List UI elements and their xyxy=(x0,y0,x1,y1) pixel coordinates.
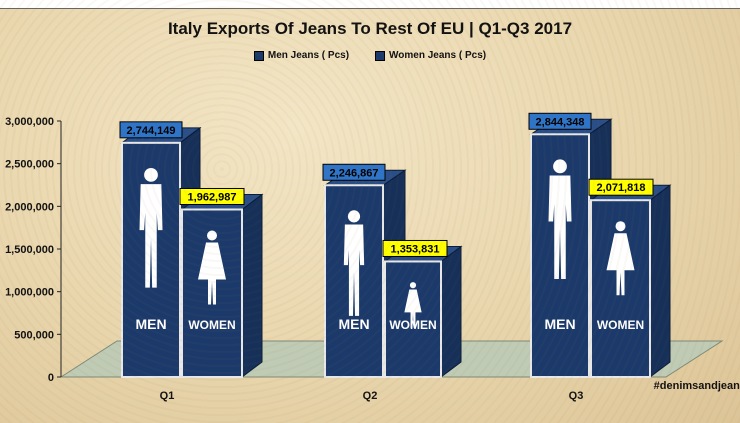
legend-item-women: Women Jeans ( Pcs) xyxy=(375,50,486,61)
woman-icon-head xyxy=(615,221,626,232)
value-label: 2,744,149 xyxy=(127,125,176,137)
legend-label-men: Men Jeans ( Pcs) xyxy=(267,50,350,61)
y-tick-label: 1,000,000 xyxy=(5,287,54,299)
bar-front-face xyxy=(384,260,442,378)
legend-item-men: Men Jeans ( Pcs) xyxy=(253,50,350,61)
y-tick-label: 3,000,000 xyxy=(5,116,54,128)
category-label: Q2 xyxy=(363,390,378,402)
chart-legend: Men Jeans ( Pcs) Women Jeans ( Pcs) xyxy=(0,50,740,61)
woman-icon-head xyxy=(207,230,217,241)
bar-front-face xyxy=(181,208,243,378)
man-icon-body xyxy=(139,184,163,288)
bar-front-face xyxy=(530,133,590,378)
woman-icon-body xyxy=(606,233,635,296)
legend-swatch-women xyxy=(375,50,386,61)
category-label: Q3 xyxy=(569,390,584,402)
men-sign-text: MEN xyxy=(135,316,166,332)
legend-label-women: Women Jeans ( Pcs) xyxy=(389,50,487,61)
value-label-box xyxy=(119,121,183,139)
bar-side-face xyxy=(649,184,671,378)
category-label: Q1 xyxy=(160,390,175,402)
men-sign-text: MEN xyxy=(544,316,575,332)
man-icon-head xyxy=(347,210,361,223)
y-tick-label: 1,500,000 xyxy=(5,244,54,256)
y-tick-label: 0 xyxy=(48,372,54,384)
bar-front-face xyxy=(121,141,181,378)
value-label-box xyxy=(588,178,654,196)
value-label: 2,844,348 xyxy=(536,116,585,128)
value-label-box xyxy=(322,163,386,181)
value-label: 2,246,867 xyxy=(330,167,379,179)
man-icon-head xyxy=(144,167,158,182)
woman-icon-body xyxy=(404,289,422,328)
legend-swatch-men xyxy=(253,50,264,61)
bar-side-face xyxy=(241,193,263,378)
man-icon-body xyxy=(343,224,365,316)
women-sign-text: WOMEN xyxy=(597,318,644,332)
top-border xyxy=(0,0,740,9)
watermark: #denimsandjeans xyxy=(653,380,740,392)
chart-title: Italy Exports Of Jeans To Rest Of EU | Q… xyxy=(167,19,573,38)
man-icon-head xyxy=(553,159,567,174)
y-tick-label: 2,000,000 xyxy=(5,201,54,213)
value-label: 1,962,987 xyxy=(188,191,237,203)
woman-icon-body xyxy=(198,242,226,305)
woman-icon-head xyxy=(409,282,417,289)
y-tick-label: 2,500,000 xyxy=(5,159,54,171)
women-sign-text: WOMEN xyxy=(389,318,436,332)
men-sign-text: MEN xyxy=(338,316,369,332)
women-sign-text: WOMEN xyxy=(188,318,235,332)
man-icon-body xyxy=(548,175,572,280)
y-tick-label: 500,000 xyxy=(14,329,54,341)
value-label: 2,071,818 xyxy=(597,182,646,194)
bar-women: WOMEN xyxy=(180,193,264,378)
value-label: 1,353,831 xyxy=(391,243,440,255)
value-label-box xyxy=(528,112,592,130)
bar-women: WOMEN xyxy=(383,245,463,378)
bar-women: WOMEN xyxy=(589,184,672,378)
value-label-box xyxy=(382,239,448,257)
bar-side-face xyxy=(440,245,462,378)
value-label-box xyxy=(179,187,245,205)
